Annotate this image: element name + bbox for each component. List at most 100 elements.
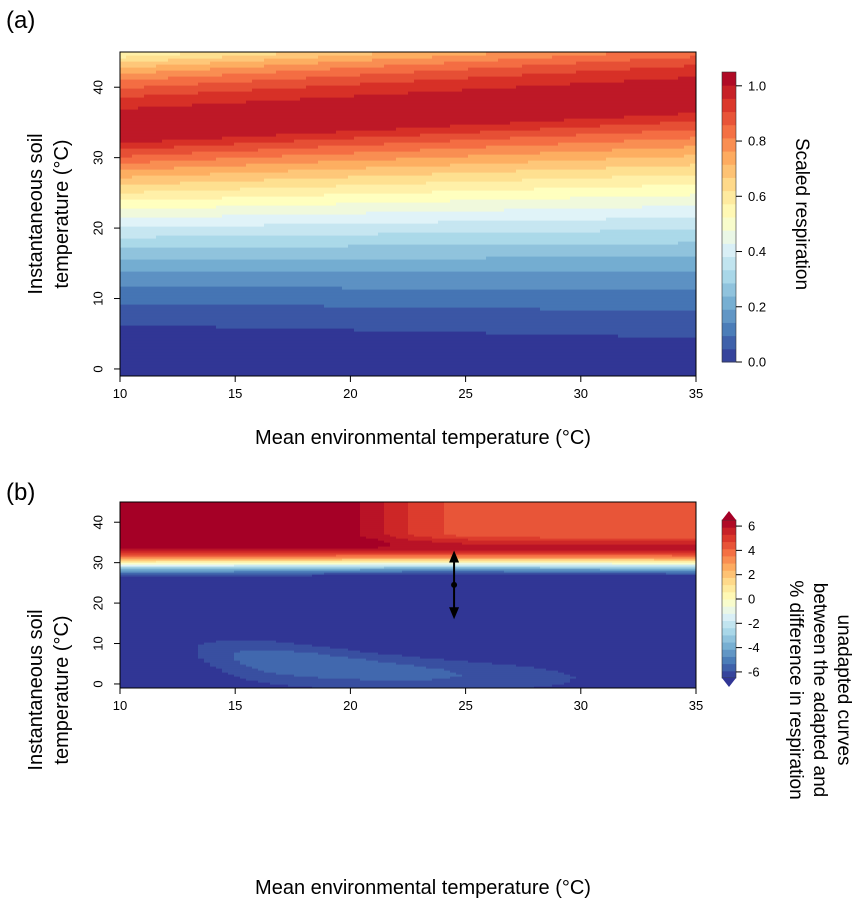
heatmap-cell [162, 79, 169, 83]
heatmap-cell [210, 301, 217, 305]
heatmap-cell [348, 172, 355, 176]
heatmap-cell [174, 85, 181, 89]
heatmap-cell [144, 358, 151, 362]
heatmap-cell [324, 334, 331, 338]
heatmap-cell [132, 181, 139, 185]
heatmap-cell [204, 331, 211, 335]
heatmap-cell [174, 133, 181, 137]
heatmap-cell [120, 310, 127, 314]
heatmap-cell [252, 82, 259, 86]
heatmap-cell [132, 103, 139, 107]
heatmap-cell [360, 163, 367, 167]
heatmap-cell [150, 352, 157, 356]
heatmap-cell [228, 355, 235, 359]
heatmap-cell [192, 61, 199, 65]
heatmap-cell [372, 103, 379, 107]
heatmap-cell [204, 250, 211, 254]
heatmap-cell [366, 85, 373, 89]
heatmap-cell [228, 148, 235, 152]
heatmap-cell [330, 355, 337, 359]
heatmap-cell [222, 355, 229, 359]
heatmap-cell [270, 307, 277, 311]
heatmap-cell [294, 70, 301, 74]
heatmap-cell [330, 175, 337, 179]
heatmap-cell [258, 160, 265, 164]
heatmap-cell [120, 250, 127, 254]
heatmap-cell [150, 292, 157, 296]
heatmap-cell [180, 292, 187, 296]
heatmap-cell [222, 67, 229, 71]
heatmap-cell [282, 133, 289, 137]
heatmap-cell [144, 286, 151, 290]
heatmap-cell [132, 142, 139, 146]
heatmap-cell [366, 364, 373, 368]
heatmap-cell [288, 271, 295, 275]
heatmap-cell [210, 328, 217, 332]
heatmap-cell [168, 229, 175, 233]
heatmap-cell [336, 127, 343, 131]
heatmap-cell [156, 304, 163, 308]
heatmap-cell [216, 241, 223, 245]
heatmap-cell [342, 139, 349, 143]
heatmap-cell [372, 91, 379, 95]
heatmap-cell [222, 331, 229, 335]
heatmap-cell [132, 370, 139, 374]
heatmap-cell [312, 373, 319, 376]
heatmap-cell [240, 55, 247, 59]
heatmap-cell [162, 226, 169, 230]
heatmap-cell [294, 157, 301, 161]
heatmap-cell [390, 145, 397, 149]
heatmap-cell [252, 298, 259, 302]
heatmap-cell [234, 223, 241, 227]
heatmap-cell [360, 205, 367, 209]
heatmap-cell [132, 136, 139, 140]
heatmap-cell [168, 133, 175, 137]
heatmap-cell [234, 184, 241, 188]
heatmap-cell [168, 373, 175, 376]
heatmap-cell [312, 331, 319, 335]
heatmap-cell [378, 271, 385, 275]
heatmap-cell [336, 235, 343, 239]
heatmap-cell [252, 307, 259, 311]
heatmap-cell [306, 130, 313, 134]
heatmap-cell [246, 58, 253, 62]
heatmap-cell [384, 337, 391, 341]
heatmap-cell [222, 94, 229, 98]
heatmap-cell [294, 301, 301, 305]
heatmap-cell [336, 283, 343, 287]
heatmap-cell [132, 112, 139, 116]
heatmap-cell [162, 262, 169, 266]
heatmap-cell [390, 70, 397, 74]
heatmap-cell [258, 334, 265, 338]
heatmap-cell [162, 184, 169, 188]
heatmap-cell [300, 127, 307, 131]
heatmap-cell [360, 370, 367, 374]
heatmap-cell [354, 370, 361, 374]
heatmap-cell [126, 247, 133, 251]
heatmap-cell [300, 328, 307, 332]
heatmap-cell [306, 274, 313, 278]
heatmap-cell [240, 265, 247, 269]
heatmap-cell [342, 166, 349, 170]
heatmap-cell [384, 220, 391, 224]
heatmap-cell [246, 127, 253, 131]
heatmap-cell [192, 166, 199, 170]
heatmap-cell [360, 61, 367, 65]
heatmap-cell [378, 148, 385, 152]
heatmap-cell [288, 79, 295, 83]
heatmap-cell [234, 292, 241, 296]
heatmap-cell [372, 301, 379, 305]
heatmap-cell [120, 367, 127, 371]
heatmap-cell [390, 157, 397, 161]
heatmap-cell [234, 121, 241, 125]
heatmap-cell [222, 346, 229, 350]
heatmap-cell [390, 352, 397, 356]
heatmap-cell [180, 178, 187, 182]
heatmap-cell [186, 52, 193, 56]
heatmap-cell [132, 205, 139, 209]
heatmap-cell [354, 193, 361, 197]
heatmap-cell [144, 307, 151, 311]
heatmap-cell [210, 160, 217, 164]
heatmap-cell [348, 280, 355, 284]
heatmap-cell [246, 247, 253, 251]
